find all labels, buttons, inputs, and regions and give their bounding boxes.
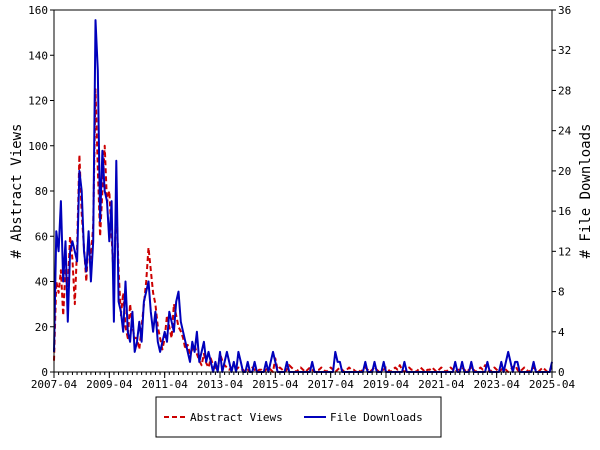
y-left-tick-label: 80 xyxy=(35,185,48,198)
y-right-tick-label: 28 xyxy=(558,84,571,97)
y-right-tick-label: 16 xyxy=(558,205,571,218)
y-left-tick-label: 20 xyxy=(35,321,48,334)
series-line-abstract-views xyxy=(53,88,553,373)
y-left-tick-label: 100 xyxy=(28,140,48,153)
y-right-tick-label: 24 xyxy=(558,125,572,138)
x-tick-label: 2007-04 xyxy=(31,378,78,391)
y-right-tick-label: 4 xyxy=(558,326,565,339)
y-left-tick-label: 0 xyxy=(41,366,48,379)
plot-area: 0 20 40 60 80 100 120 140 160 0 4 8 12 16 20 24 28 32 36 20… xyxy=(28,4,575,391)
x-tick-label: 2025-04 xyxy=(529,378,576,391)
y-axis-right-label: # File Downloads xyxy=(578,124,594,259)
x-tick-label: 2023-04 xyxy=(473,378,520,391)
y-left-tick-label: 120 xyxy=(28,95,48,108)
y-right-tick-label: 8 xyxy=(558,286,565,299)
x-tick-label: 2019-04 xyxy=(363,378,410,391)
legend-label-abstract-views: Abstract Views xyxy=(190,411,283,424)
legend: Abstract Views File Downloads xyxy=(155,396,442,438)
y-left-tick-label: 40 xyxy=(35,276,48,289)
x-tick-label: 2021-04 xyxy=(418,378,465,391)
y-left-tick-label: 160 xyxy=(28,4,48,17)
y-axis-left-label: # Abstract Views xyxy=(9,124,25,259)
y-right-tick-label: 36 xyxy=(558,4,571,17)
y-right-tick-label: 0 xyxy=(558,366,565,379)
x-tick-label: 2017-04 xyxy=(307,378,354,391)
x-tick-label: 2015-04 xyxy=(252,378,299,391)
y-right-tick-label: 32 xyxy=(558,44,571,57)
y-right-tick-label: 12 xyxy=(558,245,571,258)
legend-label-file-downloads: File Downloads xyxy=(330,411,423,424)
x-tick-label: 2011-04 xyxy=(141,378,188,391)
y-right-tick-label: 20 xyxy=(558,165,571,178)
x-tick-label: 2009-04 xyxy=(86,378,133,391)
y-left-tick-label: 140 xyxy=(28,49,48,62)
series-line-file-downloads xyxy=(53,19,553,373)
y-left-tick-label: 60 xyxy=(35,230,48,243)
x-tick-label: 2013-04 xyxy=(197,378,244,391)
